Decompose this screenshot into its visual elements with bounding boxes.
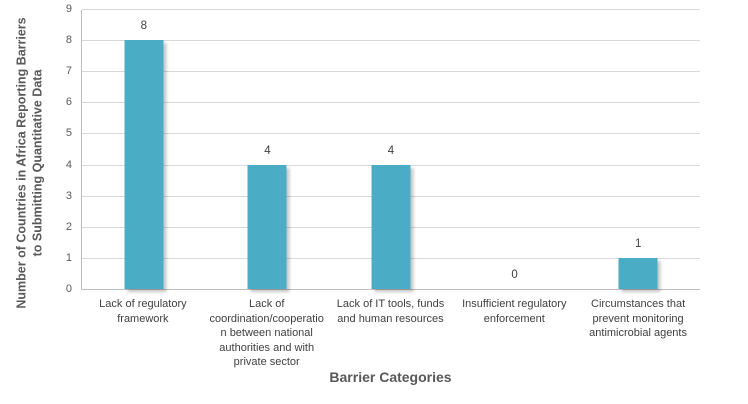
y-tick-label: 4 [65,158,72,171]
x-axis-title: Barrier Categories [329,369,452,385]
bar-slot: 0 [453,10,577,289]
x-category-label: Lack of IT tools, funds and human resour… [336,298,445,325]
y-tick-label: 0 [65,283,72,295]
bar-slot: 4 [329,10,453,289]
bar-slot: 4 [206,10,330,289]
gridline [82,9,700,10]
gridline [82,71,700,73]
x-category-label: Lack of coordination/cooperation between… [209,298,324,369]
gridline [82,40,700,42]
bar-value-label: 4 [387,144,395,157]
y-tick-label: 9 [65,3,72,15]
plot-area: 8 4 4 0 1 [81,9,700,290]
x-category-label: Lack of regulatory framework [99,298,187,325]
bar [247,164,287,289]
y-tick-label: 2 [65,220,72,233]
bar-value-label: 0 [511,269,518,281]
y-tick-label: 6 [65,96,72,109]
bar [618,257,658,289]
bar [124,40,164,289]
y-tick-label: 3 [65,189,72,202]
y-tick-label: 5 [65,127,72,140]
bar-value-label: 1 [634,237,642,250]
x-category-label: Insufficient regulatory enforcement [462,298,567,325]
x-category-label: Circumstances that prevent monitoring an… [589,298,687,340]
bar-slot: 8 [82,10,206,289]
bar-value-label: 4 [264,144,271,157]
bar-value-label: 8 [140,20,147,33]
x-axis-category-labels: Lack of regulatory framework Lack of coor… [81,297,700,370]
gridline [82,102,700,104]
y-tick-label: 7 [65,65,72,78]
bar-slot: 1 [576,10,700,289]
gridline [82,133,700,135]
bar [371,164,411,289]
y-tick-label: 1 [65,251,72,264]
y-axis-tick-labels: 0 1 2 3 4 5 6 7 8 9 [0,3,72,295]
y-tick-label: 8 [65,34,72,47]
